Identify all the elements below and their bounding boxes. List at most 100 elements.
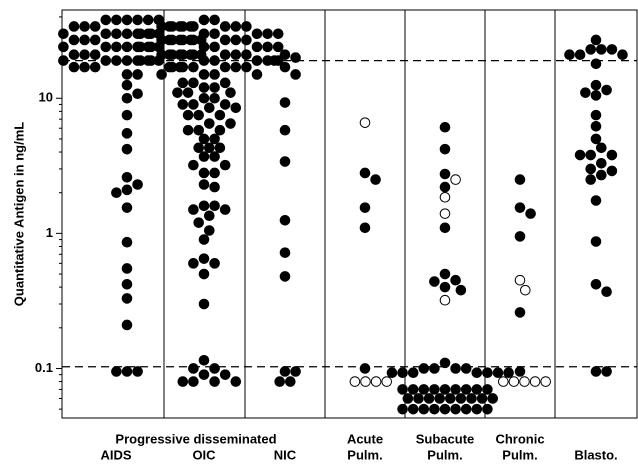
filled-dot — [439, 384, 451, 395]
filled-dot — [251, 28, 263, 40]
filled-dot — [407, 403, 419, 415]
filled-dot — [121, 236, 133, 248]
filled-dot — [121, 41, 133, 53]
filled-dot — [198, 253, 210, 264]
filled-dot — [68, 61, 80, 73]
filled-dot — [230, 21, 242, 32]
filled-dot — [111, 14, 122, 26]
filled-dot — [198, 234, 210, 245]
y-axis-label: Quantitative Antigen in ng/mL — [11, 122, 26, 306]
filled-dot — [590, 121, 602, 132]
filled-dot — [177, 77, 189, 89]
filled-dot — [166, 34, 178, 46]
filled-dot — [455, 393, 467, 404]
filled-dot — [198, 354, 210, 366]
filled-dot — [241, 34, 252, 46]
open-dot — [529, 376, 541, 387]
filled-dot — [111, 187, 122, 198]
filled-dot — [230, 102, 242, 114]
filled-dot — [177, 21, 189, 32]
filled-dot — [230, 49, 242, 61]
filled-dot — [439, 403, 451, 415]
filled-dot — [525, 208, 536, 219]
filled-dot — [198, 369, 210, 380]
filled-dot — [172, 87, 183, 98]
filled-dot — [182, 124, 194, 136]
filled-dot — [188, 159, 199, 171]
filled-dot — [100, 41, 112, 53]
filled-dot — [204, 102, 215, 114]
filled-dot — [241, 61, 252, 73]
filled-dot — [188, 61, 199, 73]
x-tick-label: Pulm. — [347, 447, 382, 462]
filled-dot — [596, 169, 607, 181]
filled-dot — [58, 55, 69, 66]
filled-dot — [219, 99, 231, 110]
filled-dot — [439, 281, 451, 293]
filled-dot — [418, 363, 430, 374]
filled-dot — [402, 393, 414, 404]
filled-dot — [204, 225, 215, 236]
filled-dot — [241, 49, 252, 61]
filled-dot — [439, 121, 451, 133]
filled-dot — [89, 34, 101, 46]
filled-dot — [209, 181, 220, 193]
open-dot — [359, 117, 371, 128]
filled-dot — [290, 52, 301, 63]
filled-dot — [198, 14, 210, 26]
open-dot — [540, 376, 552, 387]
filled-dot — [188, 363, 199, 374]
filled-dot — [590, 90, 602, 101]
filled-dot — [121, 184, 133, 196]
filled-dot — [198, 179, 210, 190]
filled-dot — [429, 363, 440, 374]
filled-dot — [219, 369, 231, 380]
filled-dot — [121, 55, 133, 66]
filled-dot — [290, 366, 301, 377]
group-label: Progressive disseminated — [115, 431, 276, 446]
plot-frame — [61, 9, 638, 419]
filled-dot — [279, 49, 291, 61]
filled-dot — [79, 61, 90, 73]
filled-dot — [198, 200, 210, 212]
filled-dot — [439, 143, 451, 155]
filled-dot — [585, 44, 597, 55]
filled-dot — [121, 319, 133, 331]
filled-dot — [434, 393, 446, 404]
filled-dot — [225, 87, 236, 98]
filled-dot — [145, 28, 157, 40]
filled-dot — [596, 44, 607, 55]
filled-dot — [209, 14, 220, 26]
filled-dot — [198, 151, 210, 162]
filled-dot — [177, 376, 189, 387]
filled-dot — [121, 143, 133, 155]
filled-dot — [514, 174, 526, 185]
x-tick-label: NIC — [274, 447, 297, 462]
filled-dot — [230, 61, 242, 73]
filled-dot — [193, 142, 204, 154]
filled-dot — [177, 34, 189, 46]
open-dot — [370, 376, 382, 387]
filled-dot — [198, 55, 210, 66]
filled-dot — [177, 99, 189, 110]
filled-dot — [290, 69, 301, 80]
open-dot — [508, 376, 520, 387]
filled-dot — [209, 167, 220, 179]
filled-dot — [209, 55, 220, 66]
filled-dot — [585, 174, 597, 185]
filled-dot — [204, 118, 215, 129]
filled-dot — [204, 142, 215, 154]
filled-dot — [413, 393, 424, 404]
filled-dot — [182, 109, 194, 121]
filled-dot — [132, 69, 143, 80]
filled-dot — [482, 384, 493, 395]
filled-dot — [121, 202, 133, 213]
filled-dot — [585, 149, 597, 161]
filled-dot — [429, 403, 440, 415]
filled-dot — [209, 151, 220, 162]
filled-dot — [121, 69, 133, 80]
filled-dot — [132, 14, 143, 26]
filled-dot — [209, 92, 220, 104]
filled-dot — [471, 367, 483, 379]
filled-dot — [429, 276, 440, 287]
